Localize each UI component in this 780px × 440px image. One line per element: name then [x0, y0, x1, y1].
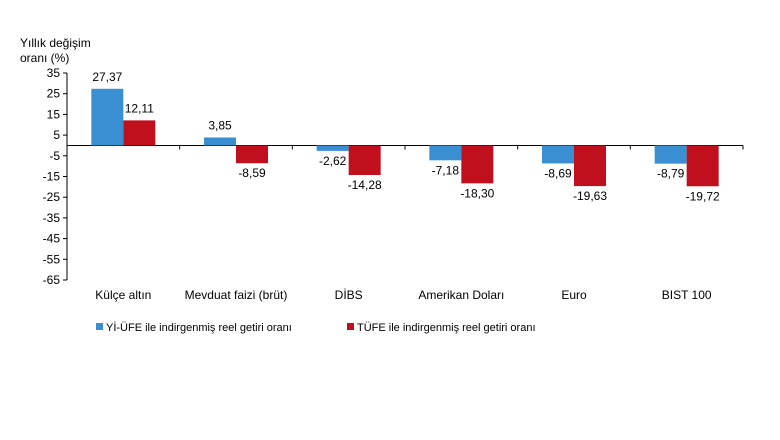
bars — [91, 88, 719, 187]
bar-yiufe — [316, 145, 349, 151]
category-label: Külçe altın — [95, 288, 151, 302]
data-label: -8,69 — [544, 166, 572, 180]
y-tick-label: -55 — [43, 252, 61, 266]
data-label: -14,28 — [348, 178, 382, 192]
data-label: -8,59 — [238, 166, 266, 180]
category-label: Amerikan Doları — [418, 288, 504, 302]
y-tick-label: -35 — [43, 211, 61, 225]
y-axis-title-line: Yıllık değişim — [20, 36, 91, 50]
y-tick-label: 15 — [47, 107, 61, 121]
bar-tufe — [686, 145, 719, 187]
bar-yiufe — [91, 88, 124, 146]
y-tick-label: -15 — [43, 170, 61, 184]
legend-swatch — [96, 323, 103, 330]
data-label: 27,37 — [92, 70, 122, 84]
category-label: BIST 100 — [662, 288, 712, 302]
y-axis-title-line: oranı (%) — [20, 51, 69, 65]
data-label: -19,63 — [573, 189, 607, 203]
y-tick-label: -65 — [43, 273, 61, 287]
data-label: -8,79 — [657, 167, 685, 181]
category-label: DİBS — [335, 288, 363, 302]
legend-swatch — [347, 323, 354, 330]
bar-yiufe — [429, 145, 462, 161]
bar-yiufe — [542, 145, 574, 164]
bar-yiufe — [654, 145, 687, 164]
y-tick-label: 35 — [47, 66, 61, 80]
y-axis: 35 25 15 5 -5 -15 -25 -35 -45 -55 -65 — [43, 66, 744, 287]
legend-label: TÜFE ile indirgenmiş reel getiri oranı — [357, 322, 536, 334]
legend: Yİ-ÜFE ile indirgenmiş reel getiri oranı… — [96, 321, 536, 334]
data-label: 12,11 — [125, 101, 154, 115]
data-label: 3,85 — [208, 118, 232, 132]
bar-tufe — [574, 145, 606, 187]
data-label: -19,72 — [686, 189, 720, 203]
y-tick-label: -45 — [43, 232, 61, 246]
legend-label: Yİ-ÜFE ile indirgenmiş reel getiri oranı — [106, 321, 292, 334]
bar-yiufe — [204, 137, 236, 146]
y-tick-label: 5 — [53, 128, 60, 142]
y-tick-label: 25 — [47, 87, 61, 101]
data-label: -18,30 — [460, 186, 494, 200]
bar-tufe — [236, 145, 268, 164]
bar-tufe — [461, 145, 494, 184]
data-labels: 27,37 3,85 -2,62 -7,18 -8,69 -8,79 12,11 -8,59 -… — [92, 70, 720, 203]
category-label: Euro — [561, 288, 587, 302]
bar-tufe — [123, 120, 156, 146]
y-tick-label: -5 — [49, 149, 60, 163]
data-label: -7,18 — [432, 163, 460, 177]
bar-tufe — [348, 145, 381, 176]
y-tick-label: -25 — [43, 190, 61, 204]
data-label: -2,62 — [319, 154, 347, 168]
category-label: Mevduat faizi (brüt) — [185, 288, 288, 302]
category-axis: Külçe altın Mevduat faizi (brüt) DİBS Ameri… — [95, 288, 712, 302]
